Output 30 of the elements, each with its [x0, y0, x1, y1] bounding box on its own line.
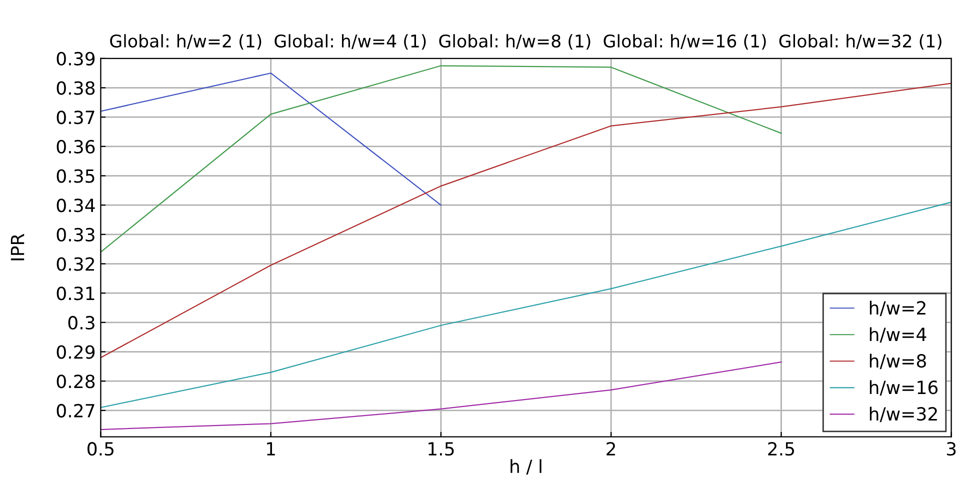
chart-title: Global: h/w=2 (1) Global: h/w=4 (1) Global: h/w=8 (1) Global: h/w=16 (1) Global: h/w=32 (1)	[110, 34, 942, 50]
y-axis-title: IPR	[10, 234, 24, 260]
y-tick-label: 0.34	[56, 198, 95, 212]
legend-label: h/w=32	[870, 406, 937, 422]
line-series	[100, 202, 952, 408]
y-tick-label: 0.33	[56, 228, 94, 242]
x-tick-label: 2	[606, 442, 616, 456]
line-series	[100, 65, 782, 253]
y-tick-label: 0.38	[56, 81, 95, 95]
y-tick-label: 0.36	[56, 140, 95, 154]
y-tick-label: 0.39	[56, 52, 95, 66]
x-tick-label: 2.5	[768, 442, 794, 456]
legend-label: h/w=8	[870, 354, 926, 370]
line-series	[100, 361, 782, 430]
x-tick-label: 1	[267, 442, 275, 456]
y-tick-label: 0.35	[56, 169, 94, 183]
x-tick-label: 3	[946, 442, 956, 456]
x-axis-title: h / l	[510, 459, 542, 475]
y-tick-label: 0.29	[56, 345, 95, 359]
y-tick-label: 0.31	[56, 286, 94, 300]
x-tick-label: 0.5	[88, 442, 114, 456]
y-tick-label: 0.3	[68, 316, 94, 330]
y-tick-label: 0.28	[56, 374, 95, 388]
y-tick-label: 0.37	[56, 110, 94, 124]
legend-label: h/w=4	[870, 327, 926, 343]
y-tick-label: 0.27	[56, 404, 94, 418]
legend-label: h/w=16	[870, 380, 938, 396]
y-tick-label: 0.32	[56, 257, 94, 271]
x-tick-label: 1.5	[428, 442, 454, 456]
legend-label: h/w=2	[870, 300, 926, 316]
